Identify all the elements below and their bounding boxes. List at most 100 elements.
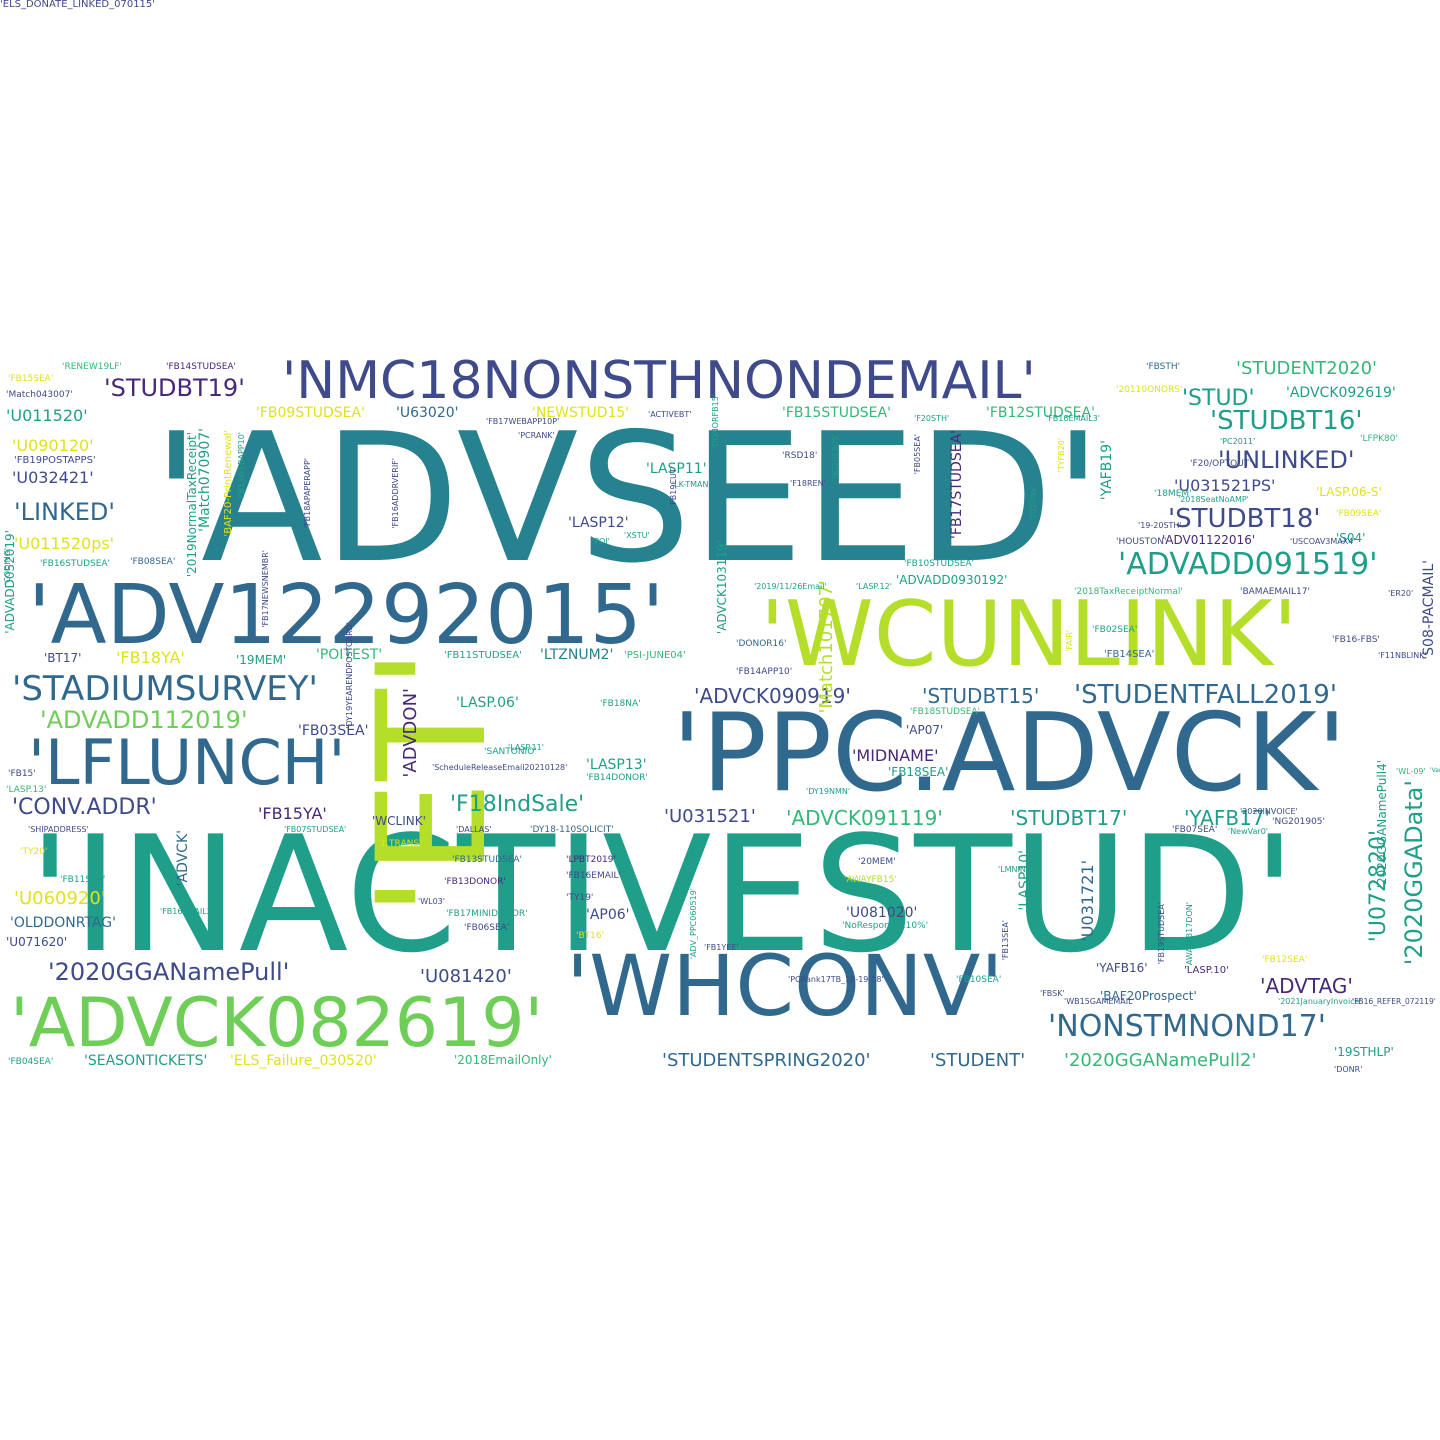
- cloud-word: 'FB11SEA': [60, 875, 106, 885]
- cloud-word: 'FB16ADDRVERIF': [391, 458, 400, 529]
- cloud-word: 'FAIR': [1065, 630, 1074, 652]
- cloud-word: 'FB17MINIDONOR': [446, 909, 528, 919]
- cloud-word: 'ADV12292015': [28, 568, 665, 663]
- cloud-word: '2021JanuaryInvoice': [1278, 997, 1362, 1006]
- cloud-word: 'DY18-110SOLICIT': [530, 825, 614, 835]
- cloud-word: 'FB19CUT': [669, 466, 678, 507]
- cloud-word: 'FB16EMAIL2': [160, 907, 215, 916]
- cloud-word: 'SEASONTICKETS': [84, 1053, 208, 1069]
- cloud-word: 'FB02SEA': [1092, 625, 1138, 635]
- cloud-word: 'ADVCK092619': [1286, 385, 1396, 401]
- cloud-word: 'LK-TMAN': [672, 480, 711, 489]
- cloud-word: 'DONORFB15': [711, 394, 720, 449]
- cloud-word: 'INACTIVESTUD': [28, 801, 1297, 988]
- cloud-word: 'FBSTH': [1146, 362, 1181, 372]
- cloud-word: 'ScheduleReleaseEmail20210128': [432, 763, 568, 772]
- cloud-word: 'Var0': [1430, 767, 1440, 774]
- cloud-word: 'FB18YA': [116, 648, 185, 667]
- cloud-word: '2020IW': [1029, 486, 1038, 522]
- cloud-word: 'UNLINKED': [1218, 446, 1355, 474]
- cloud-word: 'YAFB16': [1096, 961, 1148, 975]
- cloud-word: 'Match101707': [816, 580, 837, 714]
- cloud-word: 'NoResponse110%': [842, 921, 929, 931]
- cloud-word: 'STUDENTSPRING2020': [662, 1050, 871, 1071]
- cloud-word: 'DONR': [1334, 1065, 1363, 1074]
- cloud-word: '2018TaxReceiptNormal': [1074, 587, 1183, 597]
- cloud-word: 'RENEW19LF': [62, 362, 122, 372]
- cloud-word: 'CODING': [3, 548, 12, 585]
- cloud-word: 'DALLAS': [456, 825, 492, 834]
- cloud-word: 'PC2011': [1220, 437, 1256, 446]
- cloud-word: 'FB18STUDSEA': [910, 707, 981, 717]
- cloud-word: '19STHLP': [1334, 1045, 1394, 1059]
- cloud-word: 'FB16STUDSEA': [40, 559, 111, 569]
- cloud-word: 'FB1YEE': [704, 943, 739, 952]
- cloud-word: 'ADVCK091119': [786, 806, 943, 830]
- cloud-word: 'ADVCK': [175, 830, 191, 887]
- cloud-word: 'OLDDONRTAG': [10, 915, 116, 931]
- cloud-word: 'LFPK80': [1360, 434, 1398, 444]
- cloud-word: 'FB14DONOR': [586, 773, 648, 783]
- cloud-word: 'NMC18NONSTHNONDEMAIL': [282, 351, 1036, 411]
- cloud-word: 'LASP.13': [6, 785, 47, 795]
- cloud-word: 'STUD': [1182, 386, 1255, 411]
- cloud-word: 'STUDBT17': [1010, 806, 1128, 830]
- cloud-word: 'RSD18': [782, 451, 818, 461]
- cloud-word: 'LINKED': [14, 498, 115, 526]
- cloud-word: 'U011520ps': [14, 534, 115, 553]
- cloud-word: 'FB10STUDSEA': [904, 559, 975, 569]
- cloud-word: 'FB15YA': [258, 804, 327, 823]
- cloud-word: 'U63020': [396, 405, 459, 421]
- cloud-word: 'LTZNUM2': [540, 647, 614, 663]
- cloud-word: 'FB18APAPERAPP': [303, 458, 312, 529]
- cloud-word: 'F20STH': [914, 414, 950, 423]
- cloud-word: 'FB03SEA': [298, 723, 369, 739]
- cloud-word: 'FB13WEBAPP10': [237, 432, 246, 501]
- cloud-word: 'BT16': [576, 931, 605, 941]
- cloud-word: 'ER20': [1388, 589, 1414, 598]
- cloud-word: 'BAF20Prospect': [1100, 989, 1197, 1003]
- cloud-word: 'MIDNAME': [852, 746, 939, 765]
- cloud-word: 'Match043007': [6, 390, 73, 400]
- cloud-word: 'NEWSTUD15': [532, 405, 630, 421]
- cloud-word: 'STUDBT15': [922, 684, 1040, 708]
- cloud-word: 'FB14STUDSEA': [166, 362, 237, 372]
- cloud-word: 'LASP11': [646, 461, 707, 477]
- cloud-word: 'LASP.06': [456, 695, 519, 711]
- cloud-word: '19MEM': [236, 653, 287, 667]
- cloud-word: 'WHCONV': [566, 937, 1004, 1035]
- cloud-word: 'FB07STUDSEA': [284, 825, 347, 834]
- cloud-word: 'U090120': [12, 436, 94, 455]
- cloud-word: 'FB07SEA': [1172, 825, 1218, 835]
- cloud-word: 'ADV01122016': [1162, 533, 1256, 547]
- cloud-word: '2020GGANamePull4': [1375, 760, 1389, 889]
- cloud-word: 'STUDBT18': [1168, 504, 1321, 534]
- cloud-word: 'FB19POSTAPPS': [14, 455, 96, 466]
- cloud-word: 'U031521PS': [1174, 476, 1276, 495]
- cloud-word: '2019NormalTaxReceipt': [185, 432, 199, 578]
- cloud-word: 'FB15SEA': [8, 374, 54, 384]
- cloud-word: 'LASP13': [586, 757, 647, 773]
- cloud-word: 'FB18NA': [600, 699, 641, 709]
- cloud-word: 'FB16EMAIL3': [1046, 414, 1101, 423]
- cloud-word: 'ACTIVEBT': [648, 410, 692, 419]
- cloud-word: 'ADVSEED': [152, 395, 1103, 602]
- cloud-word: 'PPC.ADVCK': [672, 691, 1347, 816]
- cloud-word: 'DONOR16': [736, 639, 787, 649]
- cloud-word: 'FB17STUDSEA': [949, 430, 965, 539]
- cloud-word: 'BAMAEMAIL17': [1240, 587, 1310, 597]
- cloud-word: 'ELS_Failure_030520': [230, 1053, 377, 1069]
- cloud-word: 'NewVar0': [1228, 827, 1268, 836]
- cloud-word: 'LASP.10': [1184, 965, 1229, 976]
- cloud-word: 'NONSTMNOND17': [1048, 1009, 1327, 1044]
- cloud-word: 'FB06SEA': [464, 923, 510, 933]
- cloud-word: 'LFLUNCH': [28, 726, 346, 799]
- cloud-word: 'FB09SEA': [1336, 509, 1382, 519]
- cloud-word: 'ADVADD0930192': [896, 573, 1008, 587]
- cloud-word: 'WL03': [418, 897, 445, 906]
- cloud-word: '20110ONORS': [1116, 385, 1183, 395]
- cloud-word: 'YAFB19': [1099, 440, 1115, 501]
- cloud-word: 'S08-PACMAIL': [1421, 560, 1437, 660]
- cloud-word: 'FB16_REFER_072119': [1352, 997, 1436, 1006]
